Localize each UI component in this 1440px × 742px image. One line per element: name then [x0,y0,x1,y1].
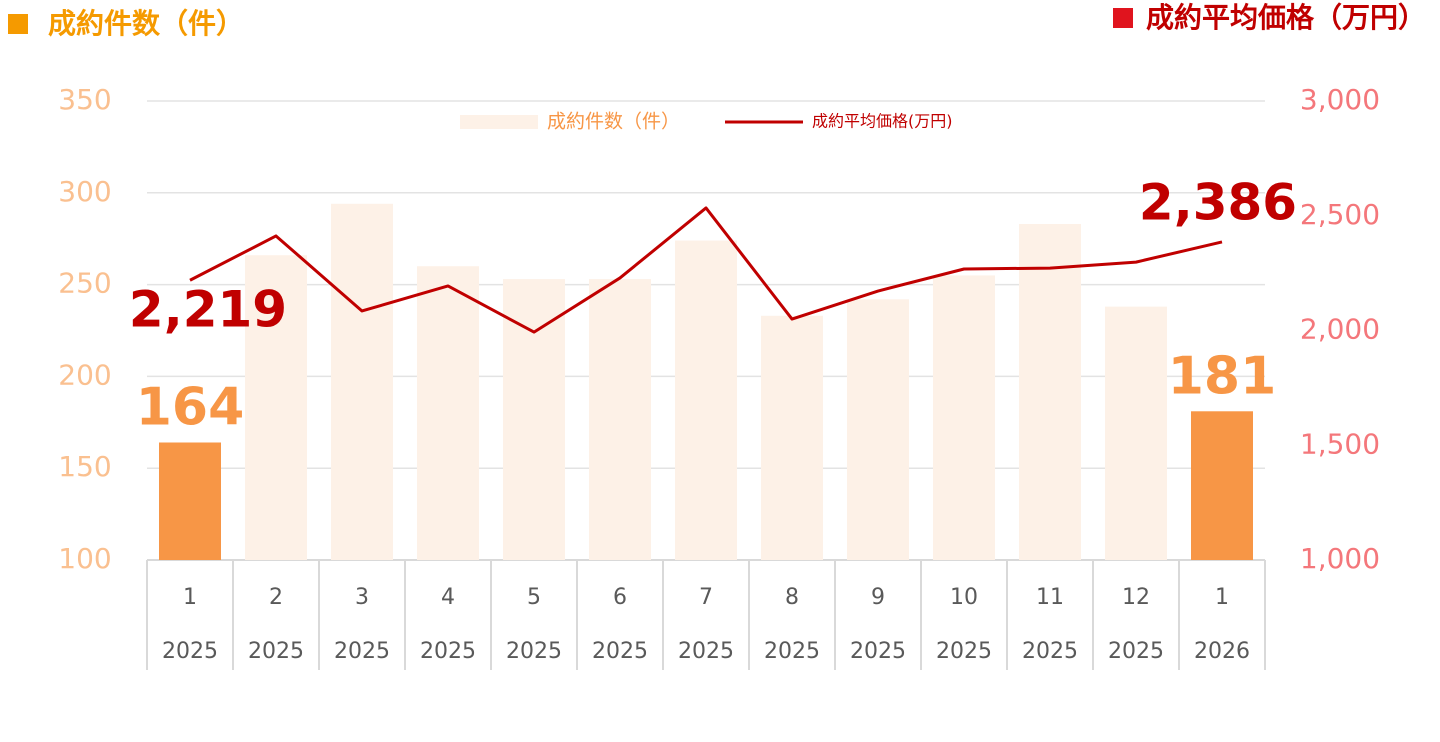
x-tick-label: 5 [527,585,541,610]
bar-value-label: 181 [1168,346,1277,406]
x-year-label: 2025 [1108,639,1164,664]
legend-swatch-bar [460,115,538,129]
y2-tick-label: 3,000 [1300,83,1380,116]
right-title-marker [1113,8,1133,28]
x-tick-label: 2 [269,585,283,610]
line-value-label: 2,386 [1139,173,1297,231]
bar [1019,224,1081,560]
left-title-marker [8,14,28,34]
y2-tick-label: 2,000 [1300,313,1380,346]
x-year-label: 2026 [1194,639,1250,664]
x-year-label: 2025 [420,639,476,664]
y-tick-label: 200 [58,358,111,391]
bar [589,279,651,560]
y-tick-label: 150 [58,450,111,483]
x-year-label: 2025 [248,639,304,664]
y-tick-label: 350 [58,83,111,116]
bar [417,266,479,560]
bar [675,240,737,560]
x-year-label: 2025 [506,639,562,664]
bar [331,203,393,561]
y2-tick-label: 1,000 [1300,542,1380,575]
x-year-label: 2025 [936,639,992,664]
x-tick-label: 10 [950,585,978,610]
bar [1105,306,1167,560]
line [189,206,1223,334]
bar [933,275,995,560]
y-tick-label: 100 [58,542,111,575]
y2-tick-label: 1,500 [1300,427,1380,460]
y-tick-label: 300 [58,175,111,208]
x-tick-label: 11 [1036,585,1064,610]
x-tick-label: 4 [441,585,455,610]
x-tick-label: 1 [1215,585,1229,610]
legend-label: 成約件数（件） [547,111,680,133]
x-tick-label: 9 [871,585,885,610]
legend-label: 成約平均価格(万円) [812,112,953,131]
x-year-label: 2025 [592,639,648,664]
line-value-label: 2,219 [129,281,287,339]
left-title: 成約件数（件） [48,7,244,40]
y-tick-label: 250 [58,267,111,300]
bar [847,299,909,560]
x-tick-label: 12 [1122,585,1150,610]
bar [761,315,823,560]
x-year-label: 2025 [850,639,906,664]
x-year-label: 2025 [162,639,218,664]
bar [503,279,565,560]
x-tick-label: 6 [613,585,627,610]
bar [245,255,307,560]
x-tick-label: 7 [699,585,713,610]
x-year-label: 2025 [334,639,390,664]
x-year-label: 2025 [678,639,734,664]
bar-value-label: 164 [136,377,245,437]
x-tick-label: 1 [183,585,197,610]
bar [1191,411,1253,560]
y2-tick-label: 2,500 [1300,198,1380,231]
x-year-label: 2025 [1022,639,1078,664]
bar [159,442,221,560]
x-tick-label: 8 [785,585,799,610]
x-year-label: 2025 [764,639,820,664]
right-title: 成約平均価格（万円） [1146,1,1426,34]
x-tick-label: 3 [355,585,369,610]
